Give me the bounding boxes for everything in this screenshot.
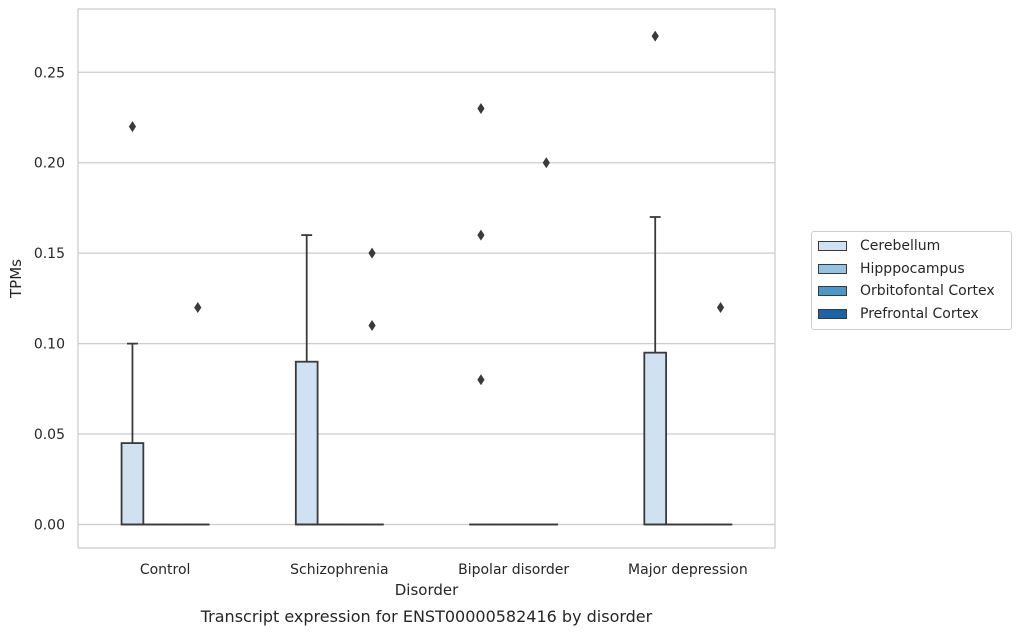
y-tick-labels: 0.00 0.05 0.10 0.15 0.20 0.25 [34,65,65,533]
y-tick-label: 0.10 [34,337,65,353]
x-tick-labels: Control Schizophrenia Bipolar disorder Majo… [140,562,748,578]
outlier-point [477,102,485,114]
outlier-point [542,157,550,169]
y-axis-label: TPMs [7,259,25,299]
boxes-layer [120,216,733,526]
y-tick-label: 0.00 [34,517,65,533]
box-0-1 [294,234,319,526]
legend-item: Orbitofontal Cortex [812,280,1011,303]
y-tick-label: 0.25 [34,65,65,81]
legend-swatch [818,241,847,252]
legend-label: Orbitofontal Cortex [860,283,995,300]
outlier-point [368,320,376,332]
legend-swatch [818,286,847,297]
legend-item: Cerebellum [812,235,1011,258]
x-tick-label: Schizophrenia [290,562,388,578]
outlier-point [716,301,725,313]
plot-frame [77,8,776,549]
outlier-point [477,229,485,241]
legend-swatch [818,308,847,319]
outlier-point [128,121,137,133]
outlier-point [194,301,202,313]
legend-swatch [818,263,847,274]
chart-caption: Transcript expression for ENST0000058241… [200,607,653,626]
y-tick-label: 0.05 [34,427,65,443]
legend-label: Cerebellum [860,238,941,255]
legend-label: Hipppocampus [860,260,965,277]
x-tick-label: Control [140,562,191,578]
legend-item: Hipppocampus [812,258,1011,281]
grid-layer [78,71,775,526]
legend: Cerebellum Hipppocampus Orbitofontal Corte… [811,231,1012,330]
x-axis-label: Disorder [395,581,459,599]
outlier-point [651,30,659,42]
outliers-layer [128,30,725,386]
y-tick-label: 0.20 [34,156,65,172]
legend-label: Prefrontal Cortex [860,305,979,322]
x-tick-label: Bipolar disorder [458,562,569,578]
box-0-3 [643,216,667,526]
y-tick-label: 0.15 [34,246,65,262]
box-body [120,442,145,526]
box-0-0 [120,342,145,526]
x-tick-label: Major depression [628,562,748,578]
outlier-point [368,247,376,259]
legend-item: Prefrontal Cortex [812,303,1011,326]
box-body [294,360,319,526]
box-body [643,351,667,526]
outlier-point [477,374,485,386]
